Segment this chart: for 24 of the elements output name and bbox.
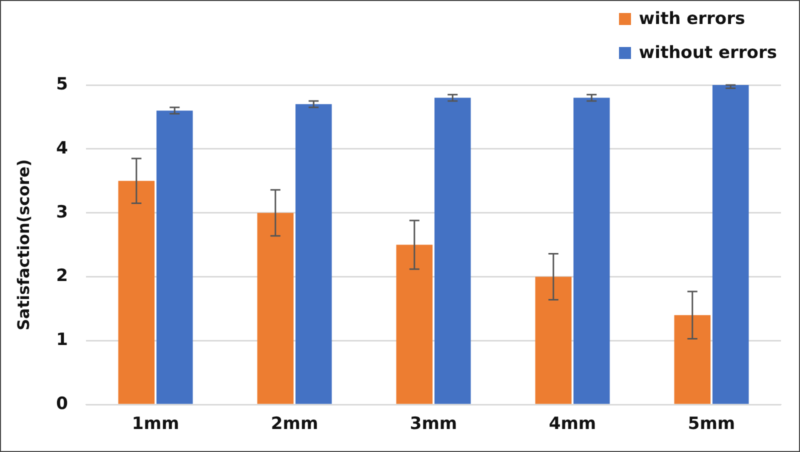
bar [396, 244, 433, 404]
bar [295, 104, 332, 404]
y-tick-label: 0 [56, 394, 68, 414]
y-tick-label: 4 [56, 138, 68, 158]
bar [535, 276, 572, 404]
y-axis-title: Satisfaction(score) [14, 159, 33, 330]
y-tick-label: 3 [56, 202, 68, 222]
y-tick-label: 5 [56, 74, 68, 94]
x-tick-label: 5mm [688, 414, 736, 434]
y-tick-label: 1 [56, 330, 68, 350]
x-tick-label: 3mm [410, 414, 458, 434]
bar [434, 98, 471, 404]
legend-label: with errors [638, 9, 746, 29]
legend-label: without errors [638, 43, 777, 63]
x-tick-label: 4mm [548, 414, 596, 434]
y-tick-label: 2 [56, 266, 68, 286]
bar [712, 85, 749, 404]
bar [573, 98, 610, 404]
bar [257, 212, 294, 404]
x-tick-label: 1mm [132, 414, 180, 434]
x-tick-label: 2mm [270, 414, 318, 434]
bar [118, 180, 155, 404]
bar [674, 315, 711, 404]
bar [156, 110, 193, 404]
